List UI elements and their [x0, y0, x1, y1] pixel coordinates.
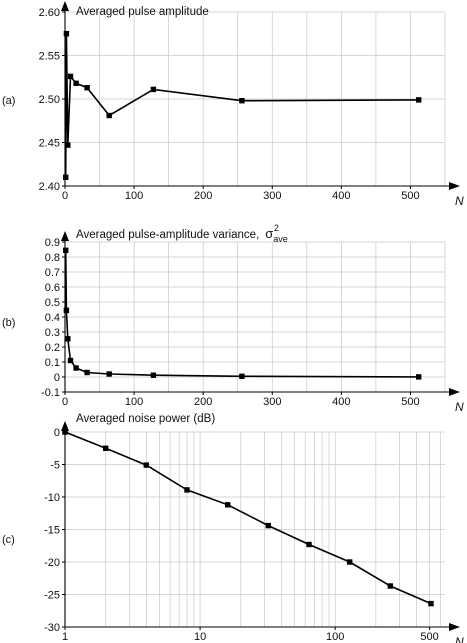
y-tick-label: 0.6	[45, 282, 60, 294]
panel-label: (b)	[2, 317, 15, 329]
chart-title: Averaged noise power (dB)	[76, 413, 215, 425]
panel-label: (a)	[2, 95, 15, 107]
data-point	[416, 97, 422, 103]
panel-1: 2.40 2.45 2.50 2.55 2.60 0 100 200 300 400 500 N (a)…	[2, 1, 464, 208]
panel-label: (c)	[2, 534, 15, 546]
y-axis-arrow	[61, 1, 69, 11]
x-tick-label: 100	[125, 396, 143, 408]
data-point	[73, 365, 79, 371]
x-axis-arrow	[449, 182, 460, 190]
data-point	[65, 142, 71, 148]
series-line	[64, 431, 432, 605]
x-axis-arrow	[449, 388, 460, 396]
title-symbol: σ	[265, 226, 273, 241]
x-axis-arrow	[449, 623, 460, 631]
series-line	[64, 250, 419, 378]
y-tick-label: -0.1	[41, 387, 60, 399]
y-tick-label: 0	[54, 427, 60, 439]
x-tick-label: 100	[326, 631, 344, 643]
chart-title: Averaged pulse-amplitude variance, σave2	[76, 223, 288, 244]
chart-title: Averaged pulse amplitude	[76, 6, 209, 18]
data-point	[239, 98, 245, 104]
panel-2: -0.100.10.20.30.40.50.60.70.80.90 100 200 3…	[2, 223, 464, 414]
series-line	[64, 33, 419, 178]
data-point	[84, 85, 90, 91]
x-tick-label: 500	[401, 190, 419, 202]
y-axis-arrow	[61, 421, 69, 431]
x-tick-label: 500	[401, 396, 419, 408]
data-point	[103, 445, 109, 451]
data-point	[106, 112, 112, 119]
y-tick-label: 0.1	[45, 357, 60, 369]
data-point	[428, 600, 434, 607]
x-tick-label: 200	[194, 190, 212, 202]
x-tick-label: 300	[263, 190, 281, 202]
data-point	[63, 307, 70, 313]
y-tick-label: -10	[44, 492, 60, 504]
y-tick-label: 2.50	[39, 94, 60, 106]
data-point	[239, 373, 245, 379]
data-point	[73, 80, 79, 86]
x-tick-label: 200	[194, 396, 212, 408]
x-tick-label: 300	[263, 396, 281, 408]
data-point	[63, 247, 69, 253]
x-tick-label: 10	[194, 631, 206, 643]
y-tick-label: 2.55	[39, 51, 60, 63]
y-tick-label: -20	[44, 557, 60, 569]
data-point	[150, 86, 157, 93]
y-tick-label: 0	[54, 372, 60, 384]
data-point	[67, 357, 74, 364]
x-tick-label: 400	[332, 190, 350, 202]
y-tick-label: -5	[50, 460, 60, 472]
y-tick-label: 2.60	[39, 7, 60, 19]
x-tick-label: 0	[62, 396, 68, 408]
y-tick-label: 0.3	[45, 327, 60, 339]
x-tick-label: 0	[62, 190, 68, 202]
data-point	[143, 462, 149, 468]
data-point	[106, 371, 112, 377]
data-point	[347, 559, 353, 565]
y-tick-label: 2.45	[39, 138, 60, 150]
data-point	[184, 487, 190, 493]
y-tick-label: 2.40	[39, 181, 60, 193]
data-point	[225, 502, 231, 508]
title-symbol-sup: 2	[274, 223, 279, 233]
data-point	[62, 429, 68, 435]
data-point	[416, 374, 422, 380]
x-axis-label: N	[455, 194, 464, 208]
y-tick-label: -25	[44, 590, 60, 602]
data-point	[63, 174, 69, 180]
data-point	[387, 583, 393, 589]
data-point	[150, 372, 157, 378]
data-point	[65, 336, 71, 342]
x-tick-label: 500	[420, 631, 438, 643]
y-tick-label: -15	[44, 525, 60, 537]
data-point	[67, 73, 74, 80]
title-symbol-sub: ave	[273, 234, 288, 244]
x-axis-label: N	[455, 400, 464, 414]
y-tick-label: 0.2	[45, 342, 60, 354]
y-tick-label: 0.5	[45, 297, 60, 309]
x-tick-label: 1	[62, 631, 68, 643]
data-point	[265, 522, 271, 529]
x-tick-label: 100	[125, 190, 143, 202]
x-axis-label: N	[455, 635, 464, 643]
data-point	[63, 31, 70, 37]
data-point	[306, 541, 312, 548]
panel-3: -30 -25 -20 -15 -10 -5 0 1 10 100 500 N (c) Averaged …	[2, 413, 464, 643]
y-tick-label: 0.9	[45, 237, 60, 249]
x-tick-label: 400	[332, 396, 350, 408]
y-tick-label: 0.4	[45, 312, 60, 324]
y-tick-label: -30	[44, 622, 60, 634]
y-axis-arrow	[61, 231, 69, 241]
data-point	[84, 369, 90, 376]
y-tick-label: 0.7	[45, 267, 60, 279]
y-tick-label: 0.8	[45, 252, 60, 264]
